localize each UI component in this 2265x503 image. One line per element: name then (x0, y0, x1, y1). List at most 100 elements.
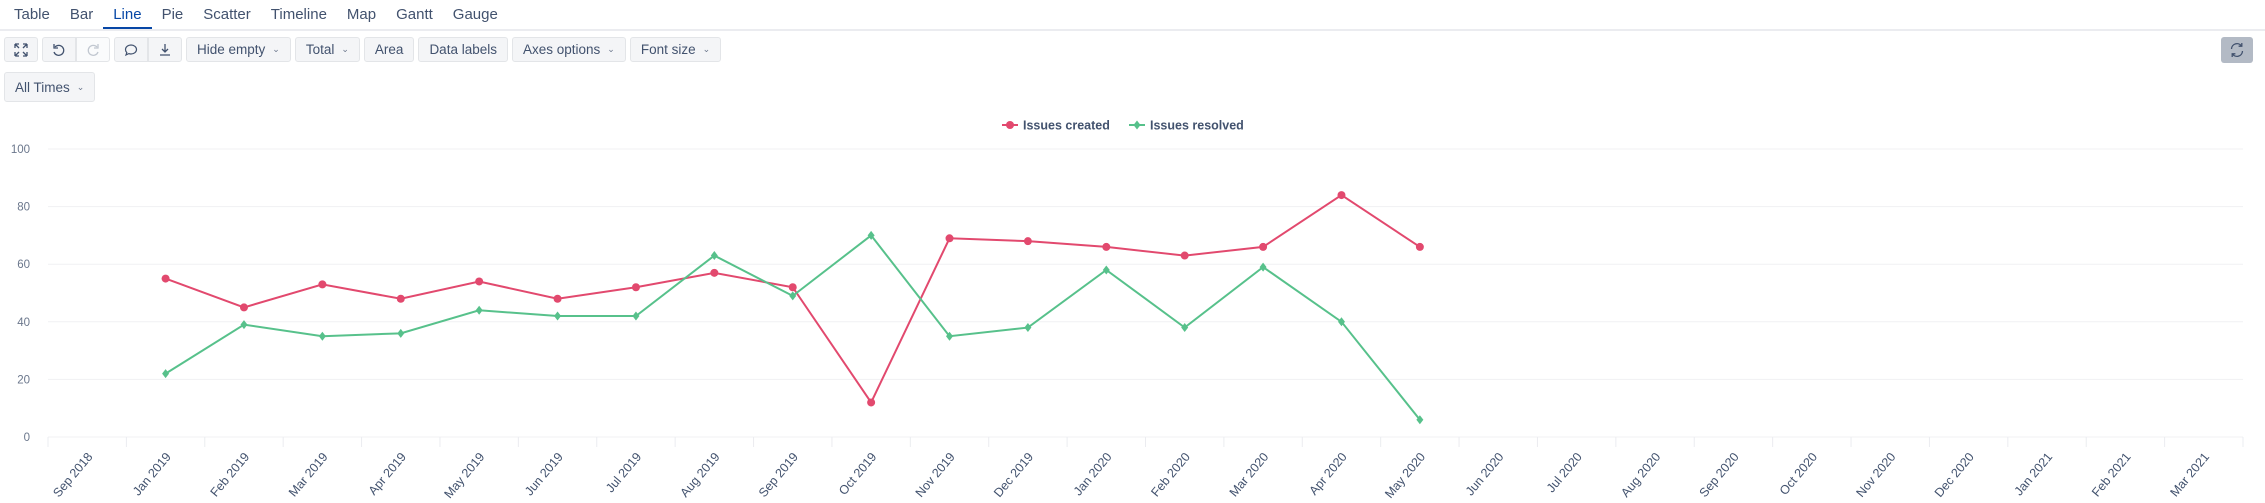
tab-map[interactable]: Map (346, 6, 377, 23)
x-tick-label: Jun 2020 (1463, 450, 1507, 498)
y-tick-label: 40 (17, 317, 30, 329)
data-point (632, 311, 640, 321)
x-tick-label: Apr 2020 (1306, 450, 1349, 498)
data-point (1102, 242, 1111, 251)
data-point (554, 311, 562, 321)
tab-timeline[interactable]: Timeline (270, 6, 327, 23)
expand-arrows-icon (14, 42, 28, 57)
data-point (239, 303, 248, 312)
data-point (1415, 242, 1424, 251)
x-tick-label: Jul 2019 (603, 450, 644, 495)
share-group (114, 37, 182, 62)
tab-pie[interactable]: Pie (161, 6, 184, 23)
data-point (318, 331, 326, 341)
x-tick-label: Dec 2019 (991, 450, 1036, 500)
x-tick-label: May 2020 (1382, 450, 1428, 501)
data-point (1023, 237, 1032, 246)
chart-type-tabs: Table Bar Line Pie Scatter Timeline Map Gantt Ga… (0, 0, 2265, 31)
data-point (710, 268, 719, 277)
time-filter-dropdown[interactable]: All Times ⌄ (4, 72, 96, 102)
tab-scatter[interactable]: Scatter (203, 6, 251, 23)
legend-label: Issues resolved (1150, 119, 1244, 133)
data-point (475, 277, 484, 286)
x-tick-label: Mar 2021 (2167, 450, 2212, 499)
axes-options-dropdown[interactable]: Axes options ⌄ (511, 37, 626, 62)
series-line-1 (165, 233, 1421, 421)
chevron-down-icon: ⌄ (341, 44, 349, 54)
data-point (1024, 323, 1032, 333)
data-point (789, 291, 797, 301)
data-point (1259, 262, 1267, 272)
data-point (1259, 242, 1268, 251)
legend-label: Issues created (1023, 119, 1110, 133)
y-tick-label: 0 (24, 432, 30, 444)
x-tick-label: Jan 2019 (130, 450, 174, 498)
data-point (397, 328, 405, 338)
data-point (945, 234, 954, 243)
tab-gauge[interactable]: Gauge (452, 6, 498, 23)
x-tick-label: Oct 2019 (836, 450, 879, 498)
data-point (867, 398, 876, 407)
total-label: Total (305, 42, 335, 57)
data-point (475, 305, 483, 315)
redo-icon (87, 43, 99, 56)
data-labels-button[interactable]: Data labels (418, 37, 508, 62)
data-point (162, 369, 170, 379)
fullscreen-button[interactable] (4, 37, 38, 62)
x-tick-label: Aug 2019 (678, 450, 723, 500)
data-labels-label: Data labels (429, 42, 497, 57)
data-point (867, 230, 875, 240)
total-dropdown[interactable]: Total ⌄ (294, 37, 360, 62)
x-tick-label: Jan 2021 (2012, 450, 2056, 498)
data-point (396, 294, 405, 303)
chevron-down-icon: ⌄ (272, 44, 280, 54)
x-tick-label: Feb 2021 (2089, 450, 2134, 499)
x-tick-label: Dec 2020 (1932, 450, 1977, 500)
data-point (318, 280, 327, 289)
tab-table[interactable]: Table (14, 6, 50, 23)
undo-icon (53, 43, 65, 56)
x-tick-label: Feb 2019 (208, 450, 253, 499)
data-point (1181, 323, 1189, 333)
x-tick-label: Aug 2020 (1618, 450, 1663, 500)
x-tick-label: May 2019 (441, 450, 487, 501)
x-tick-label: Oct 2020 (1777, 450, 1820, 498)
tab-line[interactable]: Line (103, 0, 152, 29)
data-point (946, 331, 954, 341)
time-filter-label: All Times (15, 79, 70, 95)
download-button[interactable] (148, 37, 182, 62)
speech-bubble-icon (124, 43, 138, 56)
y-tick-label: 20 (17, 374, 30, 386)
refresh-icon (2230, 43, 2244, 57)
x-tick-label: Sep 2020 (1697, 450, 1742, 500)
x-tick-label: Jan 2020 (1071, 450, 1115, 498)
redo-button[interactable] (76, 37, 110, 62)
undo-button[interactable] (42, 37, 76, 62)
refresh-button[interactable] (2221, 37, 2253, 63)
chevron-down-icon: ⌄ (702, 44, 711, 54)
font-size-dropdown[interactable]: Font size ⌄ (629, 37, 722, 62)
x-tick-label: Jun 2019 (522, 450, 566, 498)
y-tick-label: 100 (11, 144, 30, 156)
tab-gantt[interactable]: Gantt (396, 6, 433, 23)
x-tick-label: Mar 2020 (1227, 450, 1272, 499)
hide-empty-dropdown[interactable]: Hide empty ⌄ (186, 37, 291, 62)
data-point (1180, 251, 1189, 260)
data-point (1102, 265, 1110, 275)
legend-marker (1133, 120, 1141, 130)
data-point (1416, 415, 1424, 425)
data-point (1337, 317, 1345, 327)
x-tick-label: Sep 2019 (756, 450, 801, 500)
area-label: Area (374, 42, 404, 57)
x-tick-label: Nov 2020 (1853, 450, 1898, 500)
axes-options-label: Axes options (522, 42, 601, 57)
data-point (710, 251, 718, 261)
comment-button[interactable] (114, 37, 148, 62)
x-tick-label: Mar 2019 (286, 450, 331, 499)
history-group (42, 37, 110, 62)
area-button[interactable]: Area (363, 37, 415, 62)
x-tick-label: Apr 2019 (366, 450, 409, 498)
tab-bar[interactable]: Bar (69, 6, 94, 23)
data-point (161, 274, 170, 283)
